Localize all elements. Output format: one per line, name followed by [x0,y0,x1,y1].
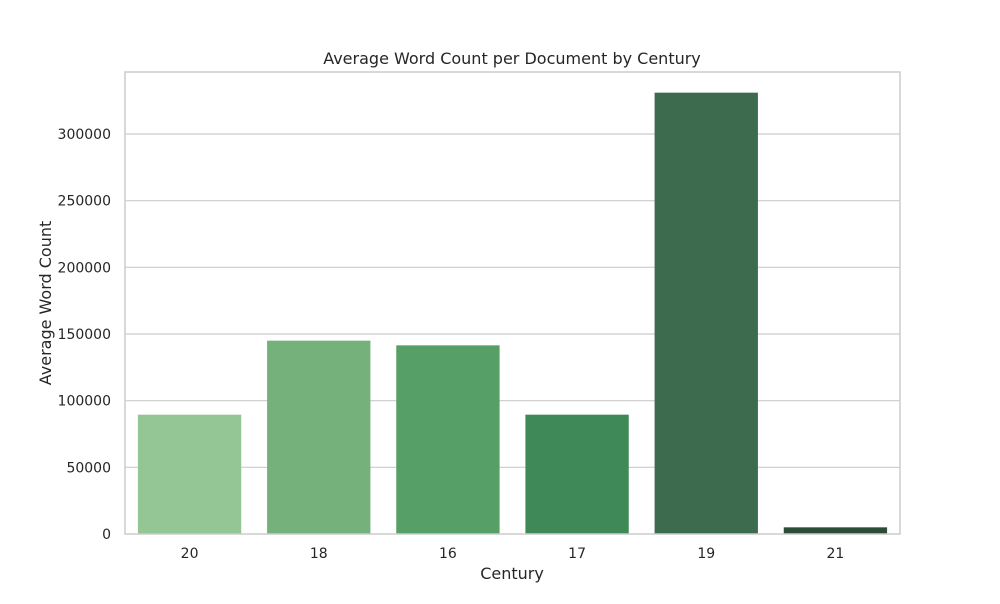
y-tick-labels: 0 50000 100000 150000 200000 250000 300000 [58,127,111,543]
grid-layer [125,133,900,468]
x-axis-label: Century [480,564,544,583]
x-tick-label: 16 [439,546,457,562]
y-axis-label: Average Word Count [36,221,55,386]
bar-century-16 [396,345,500,534]
x-tick-label: 20 [181,546,199,562]
y-tick-label: 100000 [58,394,111,410]
y-tick-label: 250000 [58,194,111,210]
x-tick-label: 19 [697,546,715,562]
y-tick-label: 0 [102,527,111,543]
bar-century-18 [267,340,371,534]
x-tick-label: 18 [310,546,328,562]
x-tick-label: 17 [568,546,586,562]
y-tick-label: 50000 [66,460,111,476]
bar-century-19 [654,92,758,535]
bar-century-20 [137,414,242,534]
plot-frame [124,71,901,535]
x-tick-labels: 20 18 16 17 19 21 [181,546,845,562]
y-tick-label: 150000 [58,327,111,343]
bar-century-21 [783,527,888,534]
bar-layer [137,92,888,535]
y-tick-label: 200000 [58,260,111,276]
y-tick-label: 300000 [58,127,111,143]
bar-century-17 [525,414,629,534]
chart-title: Average Word Count per Document by Centu… [323,49,701,68]
x-tick-label: 21 [827,546,845,562]
